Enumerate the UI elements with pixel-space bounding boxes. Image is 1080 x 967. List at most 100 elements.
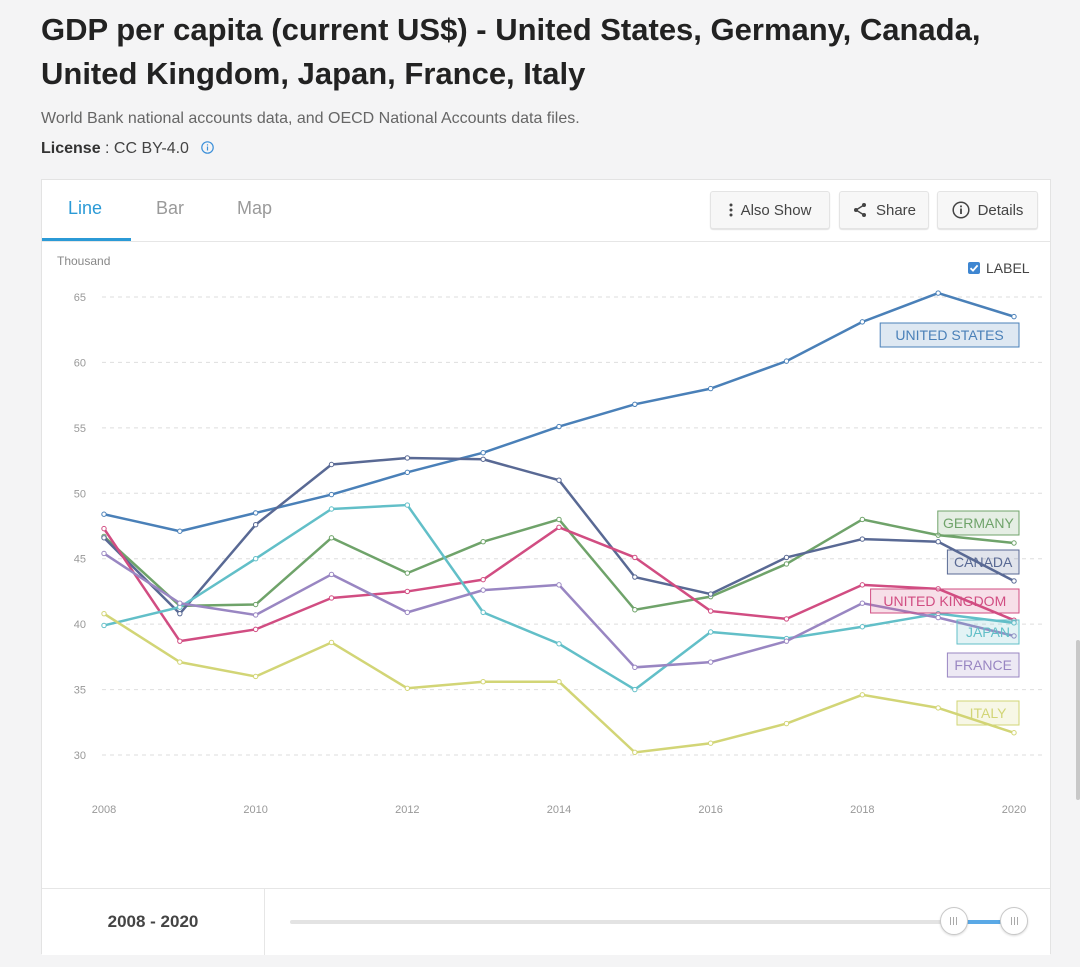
data-point <box>556 516 562 523</box>
svg-text:ITALY: ITALY <box>970 705 1007 721</box>
data-point <box>632 607 638 613</box>
data-point <box>480 539 486 545</box>
data-point <box>101 550 107 557</box>
tab-line[interactable]: Line <box>68 198 103 218</box>
tab-bar: Line Bar Map Also Show Share Details <box>42 180 1050 242</box>
data-point <box>328 535 335 541</box>
data-point <box>632 554 638 561</box>
series-label-united-kingdom: UNITED KINGDOM <box>870 588 1020 614</box>
label-checkbox[interactable] <box>968 262 980 274</box>
data-point <box>632 574 638 580</box>
data-point <box>404 469 411 476</box>
data-point <box>177 610 183 617</box>
check-icon <box>969 264 979 272</box>
y-tick-label: 35 <box>74 685 86 697</box>
data-point <box>404 609 411 616</box>
data-point <box>177 528 183 534</box>
data-point <box>328 595 335 601</box>
range-end-handle[interactable] <box>1000 907 1028 935</box>
data-point <box>404 588 411 595</box>
svg-text:UNITED KINGDOM: UNITED KINGDOM <box>883 593 1006 609</box>
svg-text:JAPAN: JAPAN <box>966 624 1010 640</box>
label-toggle[interactable]: LABEL <box>968 260 1030 276</box>
svg-text:GERMANY: GERMANY <box>943 515 1014 531</box>
details-label: Details <box>977 201 1024 219</box>
data-point <box>632 686 638 693</box>
share-icon <box>853 203 866 217</box>
data-point <box>859 536 866 542</box>
share-button[interactable]: Share <box>839 191 929 229</box>
data-point <box>859 319 866 325</box>
chart-card: Line Bar Map Also Show Share Details Tho… <box>41 179 1051 955</box>
data-point <box>480 609 486 616</box>
line-chart: 30 35 40 45 50 55 60 65 2008 2010 2012 2014 2016 2018… <box>74 290 1042 816</box>
data-point <box>1011 540 1017 546</box>
data-point <box>707 740 714 746</box>
data-point <box>556 679 562 685</box>
x-tick-label: 2018 <box>850 804 874 816</box>
data-point <box>935 539 941 545</box>
svg-text:FRANCE: FRANCE <box>954 657 1012 673</box>
data-point <box>101 610 107 617</box>
data-point <box>783 561 790 567</box>
info-circle-icon <box>952 201 970 219</box>
tab-map[interactable]: Map <box>237 198 273 218</box>
series-line-united-states <box>103 291 1015 533</box>
series-label-canada: CANADA <box>946 549 1020 575</box>
data-point <box>404 685 411 691</box>
data-point <box>556 477 562 483</box>
data-point <box>252 673 259 680</box>
data-point <box>328 491 335 498</box>
y-unit-label: Thousand <box>57 254 111 268</box>
data-point <box>935 614 941 621</box>
data-point <box>480 576 486 583</box>
details-button[interactable]: Details <box>937 191 1038 229</box>
license-label: License <box>41 140 101 157</box>
series-label-germany: GERMANY <box>937 510 1020 536</box>
data-point <box>707 385 714 392</box>
active-tab-indicator <box>42 238 131 241</box>
data-point <box>556 641 562 647</box>
y-tick-label: 30 <box>74 750 86 762</box>
range-slider-track[interactable] <box>290 920 1014 924</box>
data-point <box>783 616 790 622</box>
data-point <box>707 591 714 597</box>
x-tick-label: 2020 <box>1002 804 1026 816</box>
data-point <box>101 511 107 517</box>
svg-text:CANADA: CANADA <box>954 554 1013 570</box>
data-point <box>1011 730 1017 736</box>
x-tick-label: 2012 <box>395 804 419 816</box>
data-point <box>783 554 790 561</box>
data-point <box>707 629 714 635</box>
page-title: GDP per capita (current US$) - United St… <box>41 12 981 91</box>
data-point <box>859 600 866 606</box>
license-line: License : CC BY-4.0 <box>41 140 215 158</box>
data-point <box>328 461 335 468</box>
data-point <box>252 521 259 528</box>
data-point <box>177 600 183 606</box>
series-label-italy: ITALY <box>956 700 1020 726</box>
y-tick-label: 65 <box>74 292 86 304</box>
data-point <box>556 423 562 430</box>
data-point <box>252 510 259 516</box>
info-icon[interactable] <box>201 141 215 154</box>
range-slider-fill <box>953 920 1014 924</box>
data-point <box>935 290 941 296</box>
data-point <box>252 601 259 608</box>
data-point <box>1011 578 1017 584</box>
data-point <box>707 608 714 614</box>
y-tick-label: 55 <box>74 423 86 435</box>
also-show-button[interactable]: Also Show <box>710 191 830 229</box>
data-point <box>480 450 486 456</box>
range-label: 2008 - 2020 <box>42 889 265 955</box>
tab-bar-chart[interactable]: Bar <box>156 198 185 218</box>
data-point <box>556 582 562 588</box>
data-point <box>783 638 790 644</box>
range-start-handle[interactable] <box>939 907 968 935</box>
label-toggle-text: LABEL <box>986 260 1030 276</box>
data-point <box>404 570 411 576</box>
y-tick-label: 60 <box>74 357 86 369</box>
data-point <box>328 639 335 646</box>
page-scrollbar[interactable] <box>1076 640 1080 800</box>
data-point <box>404 455 411 461</box>
